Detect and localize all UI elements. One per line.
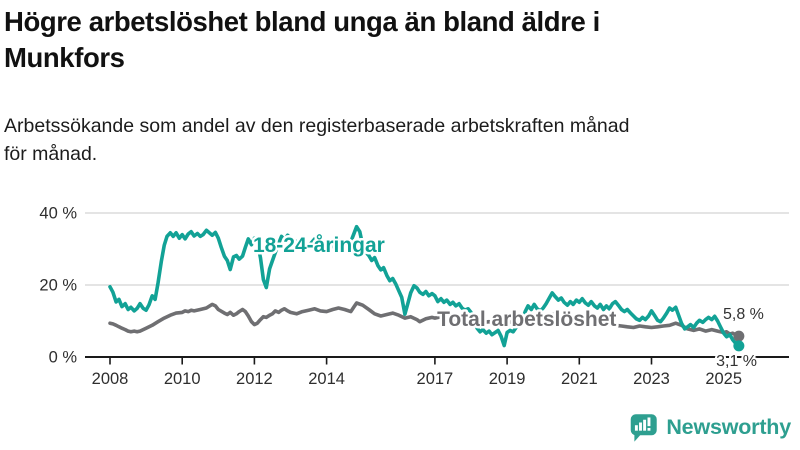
- y-axis-label: 40 %: [39, 205, 77, 223]
- x-axis-label: 2019: [489, 370, 526, 388]
- total-line: [108, 301, 741, 338]
- bar-chart-glyph: [635, 417, 651, 431]
- youth-end-label: 3,1 %: [716, 353, 757, 370]
- x-axis-label: 2014: [308, 370, 345, 388]
- chart-subtitle-line-2: för månad.: [4, 143, 98, 165]
- newsworthy-icon: [631, 414, 658, 442]
- newsworthy-logo[interactable]: Newsworthy: [628, 411, 791, 444]
- youth-line: [108, 224, 741, 348]
- x-axis-label: 2010: [164, 370, 201, 388]
- youth-end-dot: [733, 340, 745, 352]
- page-title: Högre arbetslöshet bland unga än bland ä…: [4, 4, 796, 76]
- chart-subtitle: Arbetssökande som andel av den registerb…: [4, 112, 796, 168]
- x-axis-label: 2008: [92, 370, 129, 388]
- total-end-dot: [733, 330, 745, 342]
- y-axis-label: 20 %: [39, 277, 77, 295]
- total-series-label: Total arbetslöshet: [437, 308, 616, 331]
- x-axis-label: 2025: [705, 370, 742, 388]
- page-title-line-2: Munkfors: [4, 42, 125, 73]
- y-axis-label: 0 %: [49, 349, 78, 367]
- total-end-label: 5,8 %: [723, 306, 764, 323]
- chart-subtitle-line-1: Arbetssökande som andel av den registerb…: [4, 115, 630, 137]
- newsworthy-wordmark: Newsworthy: [666, 415, 791, 439]
- youth-series-label: 18-24-åringar: [253, 234, 385, 257]
- x-axis-label: 2023: [633, 370, 670, 388]
- x-axis-label: 2021: [561, 370, 598, 388]
- x-axis-label: 2012: [236, 370, 273, 388]
- page-title-line-1: Högre arbetslöshet bland unga än bland ä…: [4, 6, 600, 37]
- unemployment-line-chart: 0 % 20 % 40 % 2008 2010 2012 2014 2017 2019 2021 2…: [39, 205, 789, 388]
- x-axis-label: 2017: [417, 370, 454, 388]
